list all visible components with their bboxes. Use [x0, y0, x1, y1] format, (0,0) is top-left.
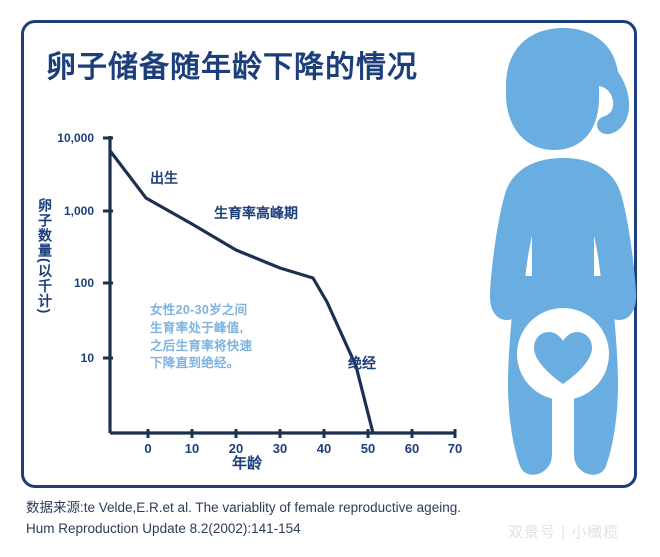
y-tick-label-10: 10 [80, 351, 94, 365]
x-tick-label-0: 0 [144, 441, 152, 456]
x-tick-label-10: 10 [184, 441, 200, 456]
y-tick-label-1000: 1,000 [63, 204, 94, 218]
annotation-birth: 出生 [150, 170, 178, 186]
y-tick-label-100: 100 [73, 276, 94, 290]
woman-silhouette-icon [489, 28, 637, 476]
y-axis-title: 卵子数量(以千计) [37, 198, 53, 315]
x-tick-label-40: 40 [316, 441, 332, 456]
x-axis-title: 年龄 [232, 455, 263, 472]
x-tick-label-50: 50 [360, 441, 376, 456]
head-shape [506, 46, 598, 138]
x-tick-label-60: 60 [404, 441, 420, 456]
heart-icon [534, 332, 592, 384]
page-title: 卵子储备随年龄下降的情况 [46, 51, 418, 84]
annotation-menopause: 绝经 [348, 355, 376, 371]
watermark: 双景号 | 小橄榄 [508, 524, 620, 541]
x-tick-label-70: 70 [447, 441, 463, 456]
torso-shape [489, 158, 637, 324]
source-citation: 数据来源:te Velde,E.R.et al. The variablity … [26, 500, 461, 536]
annotation-peak-fertility: 生育率高峰期 [214, 205, 298, 221]
y-tick-label-10000: 10,000 [57, 131, 94, 145]
callout-text: 女性20-30岁之间 生育率处于峰值, 之后生育率将快速 下降直到绝经。 [150, 303, 253, 371]
x-tick-label-30: 30 [272, 441, 288, 456]
x-tick-label-20: 20 [228, 441, 244, 456]
